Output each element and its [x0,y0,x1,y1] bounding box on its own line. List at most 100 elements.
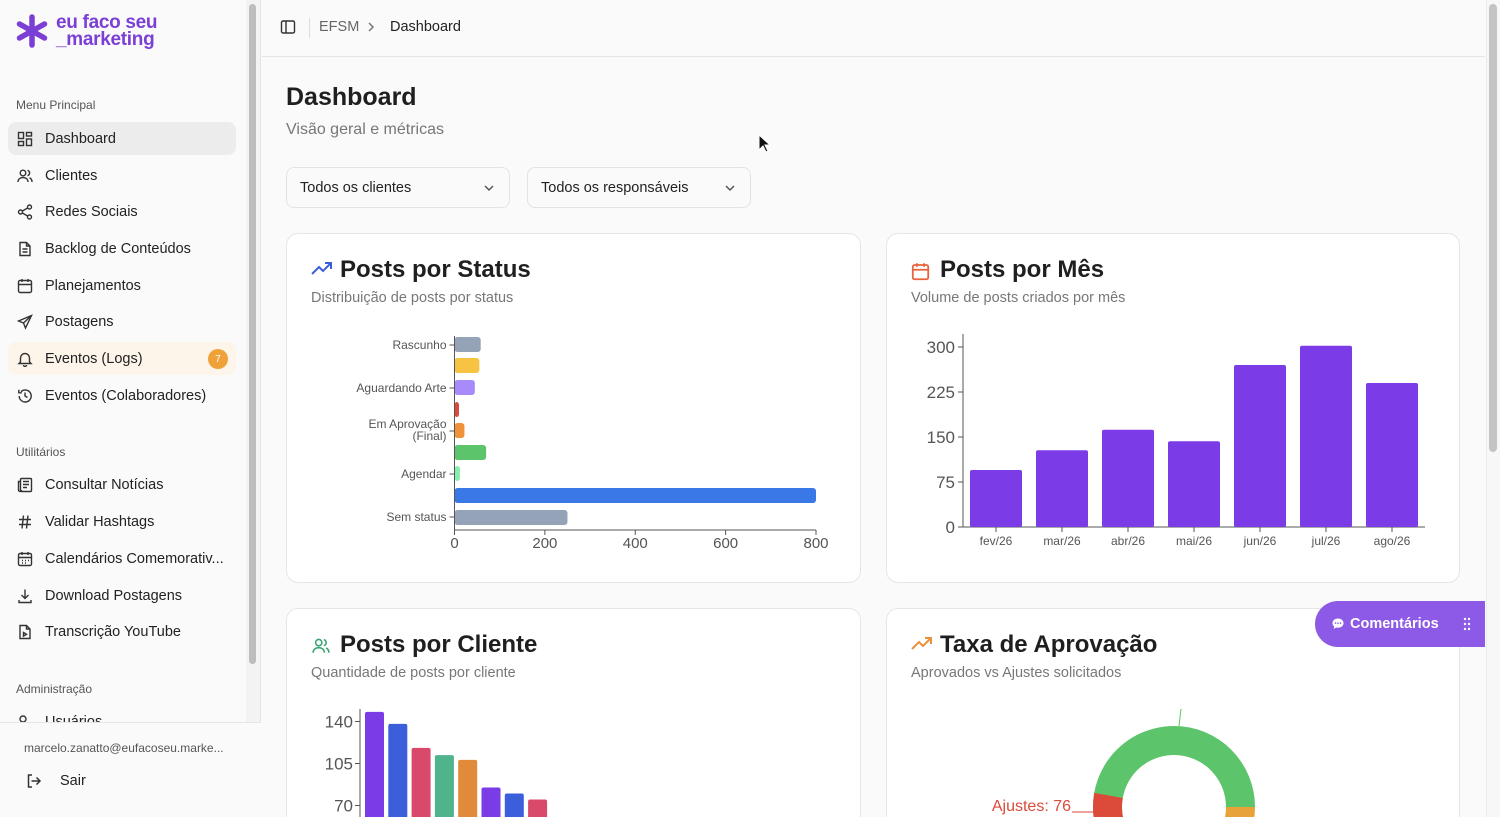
brand-line-1: eu faco seu [56,12,158,33]
status-y-tick-label: Em Aprovação [368,417,446,431]
calendar-icon [911,263,930,281]
status-bar [454,337,481,352]
month-bar [1102,429,1154,527]
trending-up-icon [311,262,332,275]
sidebar-item-validar-hashtags[interactable]: Validar Hashtags [8,505,236,538]
logout-button[interactable]: Sair [26,773,86,789]
chat-bubble-icon [1332,618,1344,629]
card-subtitle: Aprovados vs Ajustes solicitados [911,665,1122,681]
month-x-tick-label: abr/26 [1111,534,1145,548]
section-main-label: Menu Principal [16,98,96,112]
sidebar-item-planejamentos[interactable]: Planejamentos [8,269,236,302]
sidebar-item-postagens[interactable]: Postagens [8,305,236,338]
file-icon [19,624,31,639]
sidebar-scrollbar-thumb[interactable] [249,4,256,664]
sidebar-item-clientes[interactable]: Clientes [8,159,236,192]
status-bar [454,380,475,395]
user-cog-icon [19,714,27,722]
approval-chart-card: Taxa de Aprovação Aprovados vs Ajustes s… [886,608,1460,817]
status-y-tick-label: Aguardando Arte [356,381,446,395]
sidebar-item-label: Consultar Notícias [45,476,164,493]
month-x-tick-label: jul/26 [1311,534,1341,548]
sidebar-scroll-area[interactable]: eu faco seu _marketing Menu Principal Da… [0,0,245,722]
section-admin-label: Administração [16,682,93,696]
status-bar [454,488,816,503]
status-bar [454,445,487,460]
responsible-filter-select[interactable]: Todos os responsáveis [527,167,751,208]
sidebar-item-label: Download Postagens [45,587,183,604]
mouse-cursor-icon [758,134,772,153]
approval-slice-approved [1093,726,1174,817]
month-y-tick-label: 75 [936,473,955,492]
topbar-divider [309,18,310,38]
client-bar [434,755,454,817]
month-y-tick-label: 225 [927,383,955,402]
status-bar [454,510,568,525]
topbar: EFSM Dashboard [262,0,1485,57]
sidebar-item-backlog[interactable]: Backlog de Conteúdos [8,232,236,265]
client-bar [504,793,524,817]
month-bar [1366,383,1418,527]
client-bar [388,723,408,817]
month-x-tick-label: jun/26 [1243,534,1277,548]
send-icon [17,313,33,330]
sidebar-item-label: Planejamentos [45,277,141,294]
page-scrollbar-thumb[interactable] [1489,4,1497,452]
users-icon [312,638,330,653]
month-y-tick-label: 150 [927,428,955,447]
comments-button[interactable]: Comentários [1315,601,1485,647]
card-title: Posts por Cliente [340,631,538,658]
card-subtitle: Distribuição de posts por status [311,290,514,306]
drag-handle-icon[interactable] [1463,616,1471,632]
month-y-tick-label: 0 [946,518,955,537]
month-x-tick-label: mai/26 [1176,534,1212,548]
sidebar-item-eventos-logs[interactable]: Eventos (Logs) 7 [8,342,236,375]
chevron-down-icon [725,185,735,192]
sidebar: eu faco seu _marketing Menu Principal Da… [0,0,261,817]
sidebar-item-label: Backlog de Conteúdos [45,240,191,257]
client-filter-value: Todos os clientes [300,179,412,196]
sidebar-item-usuarios[interactable]: Usuários [8,705,236,722]
sidebar-item-label: Validar Hashtags [45,513,155,530]
client-bar-chart: 70 105 140 [325,709,548,817]
notification-badge: 7 [208,349,228,369]
sidebar-item-dashboard[interactable]: Dashboard [8,122,236,155]
users-icon [17,169,33,182]
sidebar-item-calendarios[interactable]: Calendários Comemorativ... [8,542,236,575]
status-bar [454,402,460,417]
status-y-tick-label: Sem status [386,510,446,524]
client-filter-select[interactable]: Todos os clientes [286,167,510,208]
brand-logo[interactable]: eu faco seu _marketing [16,12,158,49]
sidebar-item-label: Calendários Comemorativ... [45,550,224,567]
sidebar-toggle-icon[interactable] [280,19,296,35]
responsible-filter-value: Todos os responsáveis [541,179,689,196]
client-bar [528,799,548,817]
sidebar-item-consultar-noticias[interactable]: Consultar Notícias [8,468,236,501]
sidebar-item-download-postagens[interactable]: Download Postagens [8,579,236,612]
history-icon [18,388,32,403]
download-icon [18,589,32,603]
sidebar-item-label: Postagens [45,313,114,330]
section-utilities-label: Utilitários [16,445,66,459]
month-x-tick-label: mar/26 [1043,534,1081,548]
sidebar-item-eventos-colaboradores[interactable]: Eventos (Colaboradores) [8,379,236,412]
logout-label: Sair [60,773,86,789]
card-subtitle: Volume de posts criados por mês [911,290,1126,306]
approval-slice-other [1224,807,1255,817]
sidebar-item-redes-sociais[interactable]: Redes Sociais [8,195,236,228]
sidebar-item-label: Transcrição YouTube [45,623,181,640]
client-chart-card: Posts por Cliente Quantidade de posts po… [286,608,861,817]
status-bar [454,358,480,373]
month-bar [1234,365,1286,527]
approval-slice-adjustments [1093,792,1124,817]
breadcrumb-root[interactable]: EFSM [319,19,360,35]
sidebar-item-label: Eventos (Colaboradores) [45,387,207,404]
calendar-icon [17,278,33,293]
approval-donut-chart: Ajustes: 76 [992,708,1255,817]
layout-grid-icon [17,131,33,146]
asterisk-logo-icon [16,14,48,48]
hash-icon [19,514,31,529]
sidebar-footer: marcelo.zanatto@eufacoseu.marke... Sair [0,722,261,817]
approval-slice-approved [1174,726,1255,807]
sidebar-item-transcricao-youtube[interactable]: Transcrição YouTube [8,615,236,648]
